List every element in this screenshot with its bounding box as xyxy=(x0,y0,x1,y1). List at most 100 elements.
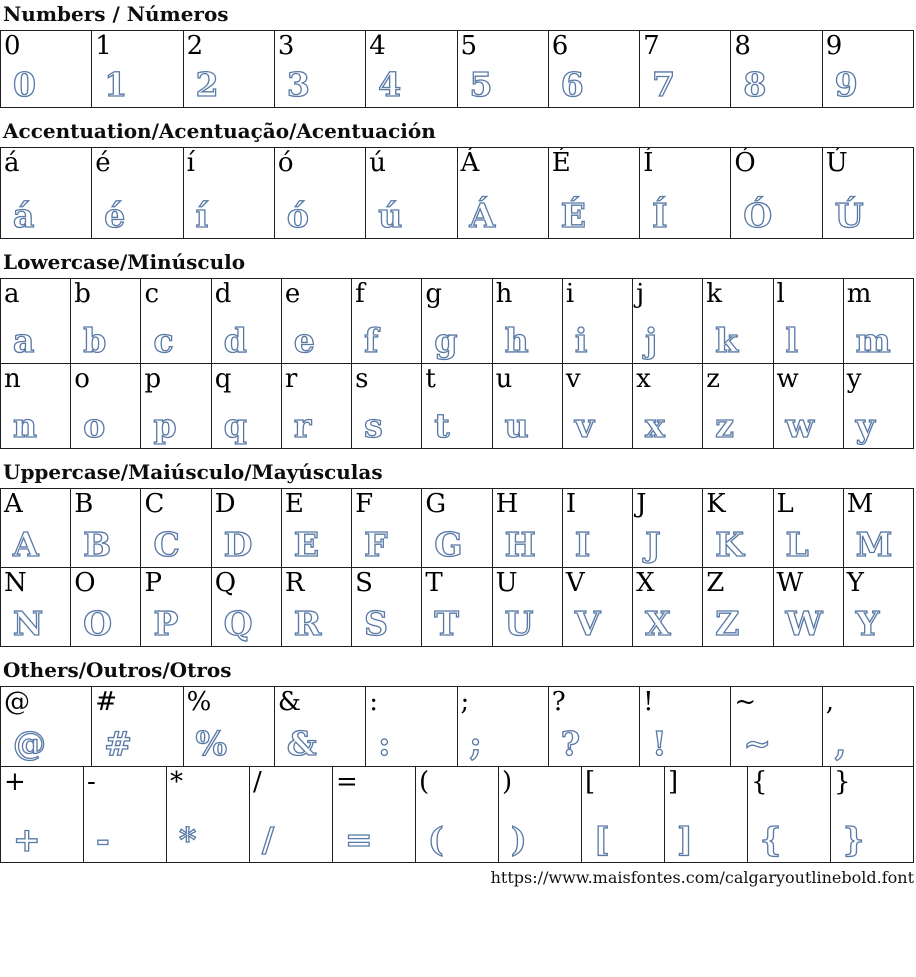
reference-char: E xyxy=(284,489,304,519)
glyph-cell: ~ ~ xyxy=(731,687,823,767)
reference-char: T xyxy=(425,568,443,598)
reference-char: & xyxy=(277,687,302,717)
reference-char: X xyxy=(636,568,655,598)
reference-char: , xyxy=(825,687,834,717)
outline-glyph: F xyxy=(363,524,388,564)
glyph-cell: @ @ xyxy=(1,687,93,767)
reference-char: 5 xyxy=(460,31,478,61)
outline-glyph: ú xyxy=(378,195,403,235)
outline-glyph: 0 xyxy=(12,64,36,104)
glyph-cell: * * xyxy=(167,767,250,863)
reference-char: H xyxy=(495,489,519,519)
reference-char: : xyxy=(369,687,378,717)
outline-glyph: i xyxy=(574,320,588,360)
outline-glyph: # xyxy=(104,723,133,763)
outline-glyph: W xyxy=(785,603,823,643)
section-title-lowercase: Lowercase/Minúsculo xyxy=(3,250,246,274)
glyph-cell: ?? xyxy=(548,687,641,767)
outline-glyph: r xyxy=(293,405,312,445)
outline-glyph: Ú xyxy=(834,195,864,235)
reference-char: A xyxy=(4,489,23,519)
outline-glyph: f xyxy=(363,320,379,360)
glyph-cell: ,, xyxy=(822,687,914,767)
font-specimen-page: Numbers / Números 0 0 1 1 2 2 3 3 4 4 5 5 6 6 7 7 8 8 9 9 Acc… xyxy=(0,2,916,863)
reference-char: B xyxy=(74,489,94,519)
reference-char: y xyxy=(846,364,862,394)
reference-char: K xyxy=(706,489,726,519)
reference-char: % xyxy=(186,687,212,717)
reference-char: Q xyxy=(214,568,237,598)
outline-glyph: C xyxy=(153,524,181,564)
reference-char: # xyxy=(95,687,118,717)
outline-glyph: 1 xyxy=(104,64,128,104)
reference-char: r xyxy=(284,364,298,394)
glyph-cell: !! xyxy=(640,687,732,767)
outline-glyph: ] xyxy=(676,819,693,859)
outline-glyph: ( xyxy=(427,819,444,859)
glyph-cell: ;; xyxy=(457,687,549,767)
glyph-cell: {{ xyxy=(748,767,831,863)
outline-glyph: m xyxy=(855,320,891,360)
reference-char: Ó xyxy=(734,148,756,178)
outline-glyph: K xyxy=(715,524,745,564)
reference-char: f xyxy=(355,279,365,309)
outline-glyph: É xyxy=(560,195,586,235)
outline-glyph: 8 xyxy=(743,64,767,104)
reference-char: w xyxy=(776,364,799,394)
glyph-cell: -- xyxy=(84,767,167,863)
outline-glyph: S xyxy=(363,603,388,643)
reference-char: é xyxy=(95,148,111,178)
glyph-row: @ @ # #%% & &::;;??!! ~ ~,, xyxy=(1,687,914,767)
outline-glyph: O xyxy=(83,603,113,643)
outline-glyph: o xyxy=(83,405,106,445)
reference-char: @ xyxy=(4,687,30,717)
outline-glyph: + xyxy=(12,819,41,859)
glyph-cell: :: xyxy=(366,687,458,767)
outline-glyph: * xyxy=(178,819,197,859)
outline-glyph: d xyxy=(223,320,247,360)
reference-char: ( xyxy=(419,767,430,797)
section-title-numbers: Numbers / Números xyxy=(3,2,229,26)
reference-char: a xyxy=(4,279,20,309)
outline-glyph: } xyxy=(842,819,865,859)
reference-char: 6 xyxy=(551,31,569,61)
reference-char: U xyxy=(495,568,518,598)
reference-char: ] xyxy=(668,767,679,797)
reference-char: c xyxy=(144,279,160,309)
outline-glyph: e xyxy=(293,320,315,360)
outline-glyph: V xyxy=(574,603,601,643)
reference-char: V xyxy=(565,568,585,598)
outline-glyph: = xyxy=(344,819,373,859)
reference-char: g xyxy=(425,279,443,309)
reference-char: J xyxy=(636,489,647,519)
